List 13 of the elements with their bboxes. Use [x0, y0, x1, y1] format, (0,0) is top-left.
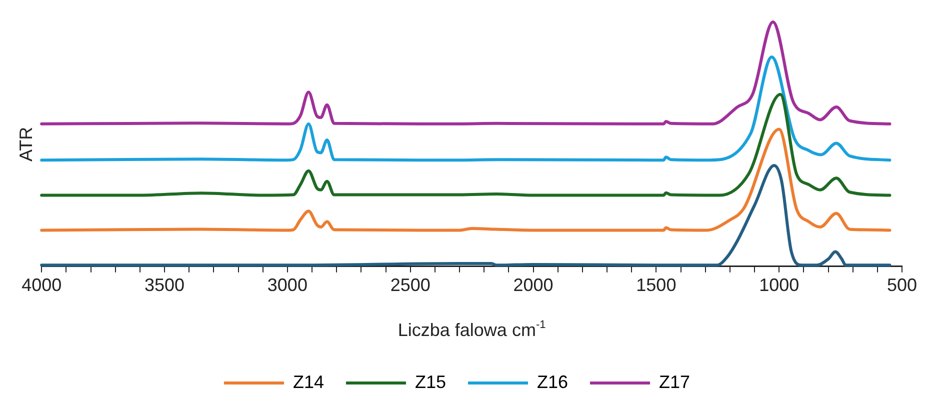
- x-tick-label: 2500: [390, 275, 430, 296]
- legend-label: Z16: [537, 372, 568, 392]
- legend-label: Z15: [414, 372, 446, 392]
- y-axis-title: ATR: [16, 126, 36, 162]
- x-tick-label: 3500: [144, 275, 185, 296]
- x-tick-label: 500: [886, 275, 918, 296]
- x-tick-label: 3000: [267, 275, 308, 296]
- x-tick-label: 4000: [22, 275, 62, 296]
- legend-label: Z14: [292, 372, 324, 392]
- x-tick-label: 1000: [759, 275, 800, 296]
- x-tick-label: 1500: [636, 275, 676, 296]
- legend-label: Z17: [659, 372, 690, 392]
- x-tick-label: 2000: [513, 275, 554, 296]
